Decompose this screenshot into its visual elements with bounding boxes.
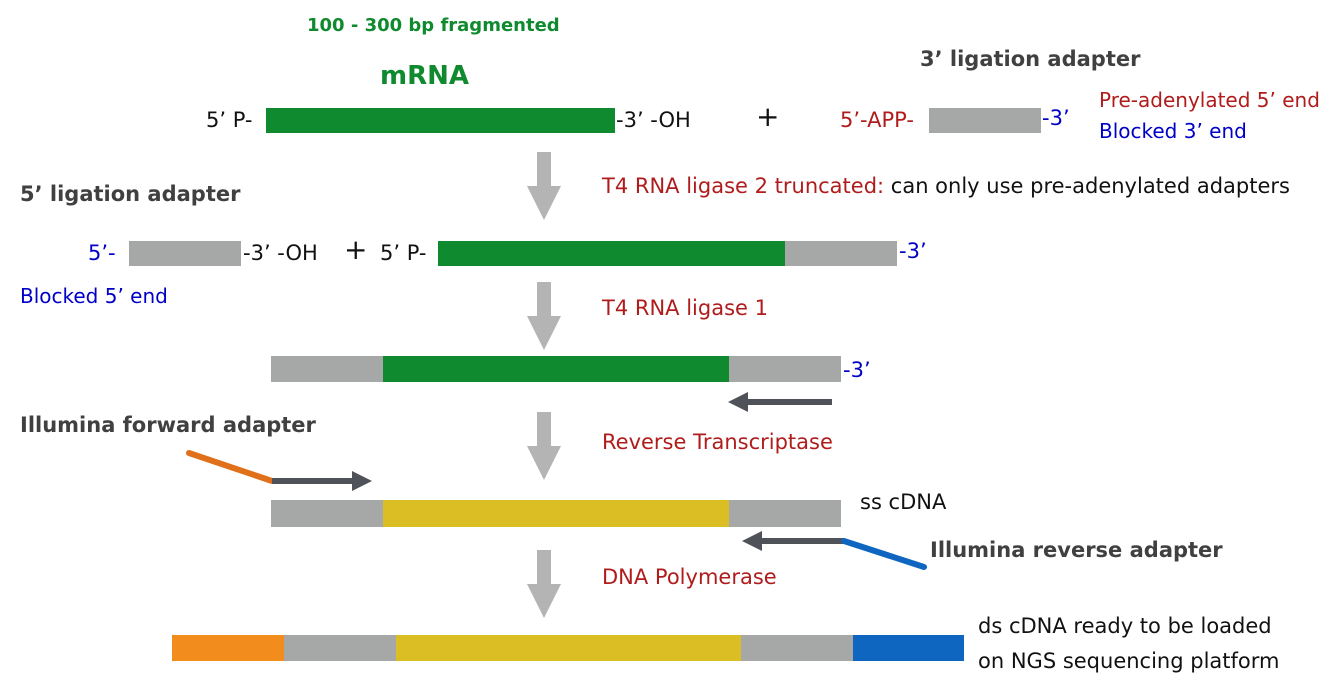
adapter-3p-label: -3’	[1042, 106, 1070, 130]
ligase2-label: T4 RNA ligase 2 truncated: can only use …	[602, 176, 1290, 197]
fragment-note: 100 - 300 bp fragmented	[307, 15, 560, 36]
full-right-adapter	[729, 356, 841, 382]
rt-primer-arrow-icon	[728, 392, 832, 412]
reverse-primer-arrow-icon	[742, 531, 927, 570]
adapter5-3p-label: -3’ -OH	[243, 241, 318, 265]
mrna-5p-label: 5’ P-	[206, 108, 253, 132]
sscdna-left-adapter	[271, 500, 383, 527]
ligase2-note: can only use pre-adenylated adapters	[884, 174, 1290, 198]
down-arrow-icon	[527, 550, 561, 618]
five-prime-adapter-strand	[129, 241, 241, 266]
dscdna-left-adapter	[284, 635, 396, 661]
blocked-5p-note: Blocked 5’ end	[20, 284, 168, 308]
down-arrow-icon	[527, 282, 561, 350]
mrna-title: mRNA	[380, 61, 469, 91]
pre-adenylated-note: Pre-adenylated 5’ end	[1099, 88, 1320, 112]
reverse-transcriptase-label: Reverse Transcriptase	[602, 430, 833, 454]
sscdna-right-adapter	[729, 500, 841, 527]
ss-cdna-label: ss cDNA	[860, 490, 947, 514]
down-arrow-icon	[527, 412, 561, 480]
ligated-adapter-strand	[785, 241, 897, 266]
reverse-adapter-label: Illumina reverse adapter	[930, 538, 1223, 562]
ligase2-name: T4 RNA ligase 2 truncated:	[602, 174, 885, 198]
blocked-3p-note: Blocked 3’ end	[1099, 119, 1247, 143]
five-prime-adapter-title: 5’ ligation adapter	[20, 182, 241, 206]
app-5p-label: 5’-APP-	[840, 108, 914, 132]
sscdna-insert	[383, 500, 729, 527]
dscdna-reverse-adapter	[853, 635, 964, 661]
ligated-mrna-strand	[438, 241, 785, 266]
dscdna-forward-adapter	[172, 635, 284, 661]
plus-sign-2: +	[344, 233, 368, 266]
full-left-adapter	[271, 356, 383, 382]
full-mrna-insert	[383, 356, 729, 382]
full-3p-label: -3’	[843, 358, 871, 382]
ligase1-label: T4 RNA ligase 1	[602, 296, 768, 320]
ligated-3p-label: -3’	[899, 239, 927, 263]
down-arrow-icon	[527, 152, 561, 220]
mrna-strand	[266, 108, 615, 133]
dna-polymerase-label: DNA Polymerase	[602, 565, 777, 589]
dscdna-insert	[396, 635, 741, 661]
adapter5-5p-label: 5’-	[88, 241, 116, 265]
three-prime-adapter-strand	[929, 108, 1041, 133]
forward-adapter-label: Illumina forward adapter	[20, 413, 316, 437]
mrna-3p-label: -3’ -OH	[616, 108, 691, 132]
forward-primer-arrow-icon	[186, 450, 372, 491]
ds-cdna-line1: ds cDNA ready to be loaded	[978, 614, 1272, 638]
dscdna-right-adapter	[741, 635, 853, 661]
ligated-5p-label: 5’ P-	[380, 241, 427, 265]
ds-cdna-line2: on NGS sequencing platform	[978, 649, 1280, 673]
plus-sign-1: +	[756, 100, 780, 133]
three-prime-adapter-title: 3’ ligation adapter	[920, 47, 1141, 71]
